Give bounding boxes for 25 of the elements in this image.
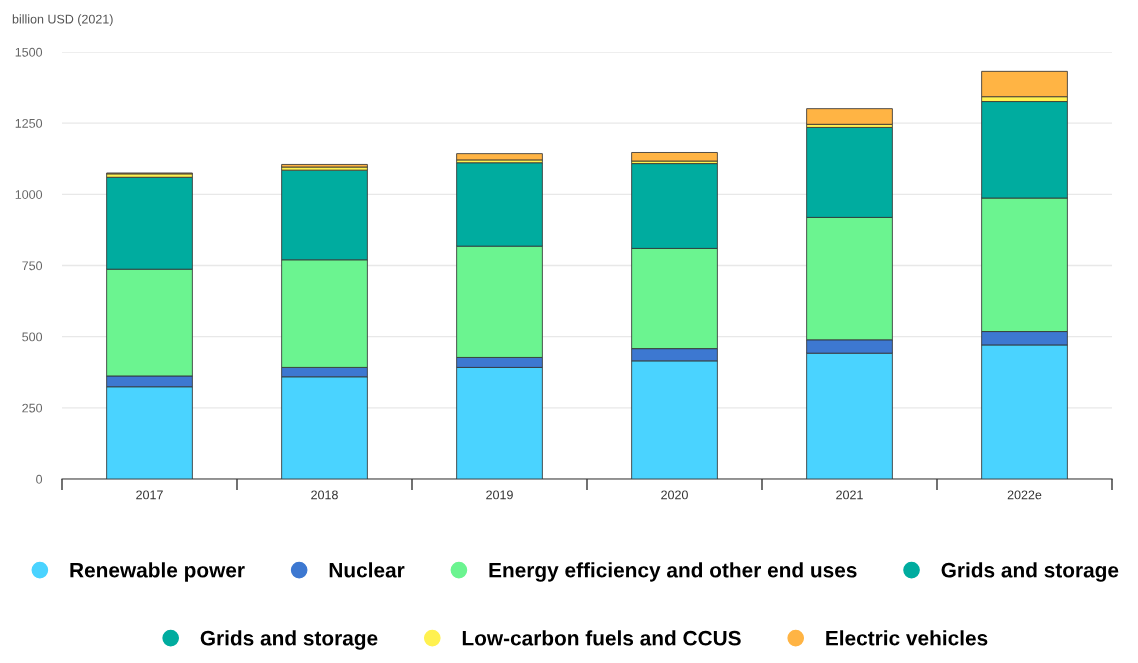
y-tick-label: 750 [22, 261, 43, 271]
legend-label: Renewable power [70, 562, 245, 582]
bar [981, 70, 1068, 98]
legend-label: Nuclear [329, 562, 405, 578]
bar [631, 152, 718, 162]
bar [456, 153, 543, 161]
y-axis-title: billion USD (2021) [12, 14, 113, 26]
x-tick-label: 2021 [836, 490, 863, 500]
x-tick-label: 2020 [661, 490, 688, 500]
legend-label: Low-carbon fuels and CCUS [462, 630, 741, 646]
x-tick-label: 2022e [1007, 490, 1042, 500]
bar [806, 108, 893, 125]
legend-label: Grids and storage [200, 630, 378, 650]
y-tick-label: 0 [36, 474, 43, 484]
x-tick-label: 2017 [136, 490, 163, 500]
x-tick-label: 2019 [486, 490, 513, 500]
y-tick-label: 250 [22, 403, 43, 413]
legend-label: Electric vehicles [826, 630, 988, 646]
y-tick-label: 500 [22, 332, 43, 342]
x-tick-label: 2018 [311, 490, 338, 500]
y-tick-label: 1500 [15, 47, 43, 57]
legend-label: Grids and storage [941, 562, 1119, 582]
legend-label: Energy efficiency and other end uses [489, 562, 857, 582]
y-tick-label: 1250 [15, 118, 43, 128]
y-tick-label: 1000 [15, 190, 43, 199]
